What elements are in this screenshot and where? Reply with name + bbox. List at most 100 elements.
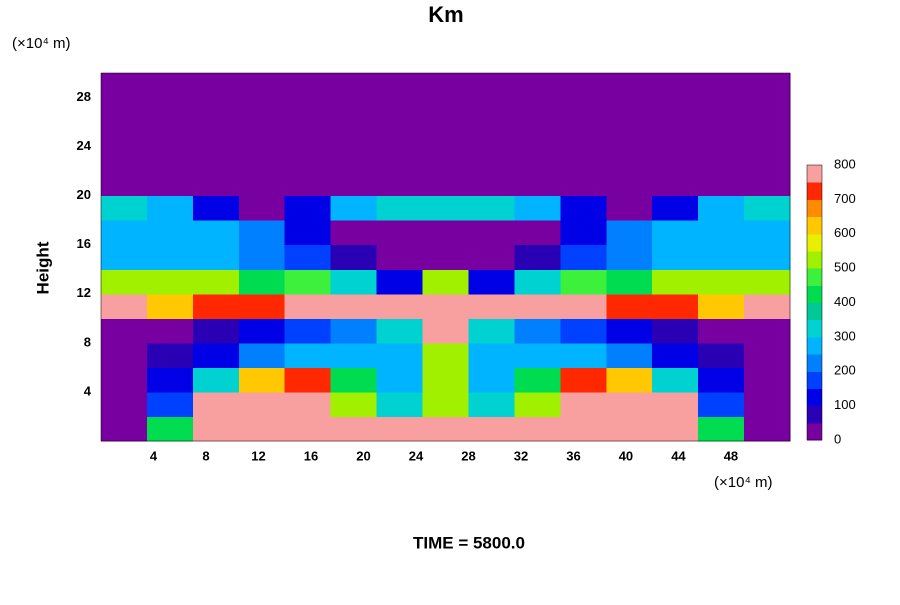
field-cell (422, 244, 469, 270)
field-cell (284, 97, 332, 123)
colorbar-band (807, 165, 822, 183)
field-cell (652, 416, 699, 442)
field-cell (284, 416, 332, 442)
field-cell (376, 293, 424, 319)
field-cell (330, 146, 378, 172)
field-cell (422, 146, 469, 172)
field-cell (376, 171, 424, 197)
field-cell (698, 195, 745, 221)
field-cell (468, 367, 515, 393)
field-cell (101, 220, 148, 246)
field-cell (560, 97, 607, 123)
field-cell (101, 244, 148, 270)
field-cell (238, 416, 286, 442)
field-cell (330, 367, 378, 393)
colorbar-band (807, 233, 822, 252)
field-cell (468, 171, 515, 197)
field-cell (652, 171, 699, 197)
field-cell (606, 293, 653, 319)
y-unit: (×10⁴ m) (12, 35, 71, 52)
colorbar-band (807, 319, 822, 338)
field-cell (560, 342, 607, 368)
colorbar-band (807, 422, 822, 441)
colorbar-tick-label: 0 (834, 431, 841, 446)
field-cell (560, 367, 607, 393)
field-cell (192, 342, 240, 368)
colorbar-tick-label: 300 (834, 328, 856, 343)
field-cell (698, 171, 745, 197)
field-cell (560, 195, 607, 221)
field-cell (146, 244, 194, 270)
colorbar-band (807, 250, 822, 269)
field-cell (514, 416, 561, 442)
field-cell (146, 220, 194, 246)
field-cell (192, 318, 240, 344)
field-cell (606, 391, 653, 417)
x-tick-label: 16 (304, 448, 318, 463)
field-cell (284, 391, 332, 417)
field-cell (422, 195, 469, 221)
field-cell (376, 391, 424, 417)
field-cell (514, 342, 561, 368)
field-cell (376, 342, 424, 368)
field-cell (744, 416, 791, 442)
field-cell (284, 220, 332, 246)
field-cell (192, 244, 240, 270)
field-cell (744, 146, 791, 172)
field-cell (101, 122, 148, 148)
field-cell (606, 367, 653, 393)
field-cell (376, 269, 424, 295)
field-cell (330, 269, 378, 295)
field-cell (192, 146, 240, 172)
field-cell (514, 146, 561, 172)
field-cell (606, 171, 653, 197)
field-cell (422, 416, 469, 442)
y-axis-label: Height (33, 241, 52, 294)
field-cell (238, 146, 286, 172)
field-cell (652, 391, 699, 417)
field-cell (468, 146, 515, 172)
field-cell (284, 269, 332, 295)
colorbar-band (807, 216, 822, 235)
field-cell (330, 73, 378, 99)
colorbar-tick-label: 400 (834, 294, 856, 309)
field-cell (744, 318, 791, 344)
x-tick-label: 8 (202, 448, 209, 463)
field-cell (744, 269, 791, 295)
field-cell (698, 269, 745, 295)
field-cell (514, 73, 561, 99)
field-cell (422, 318, 469, 344)
field-cell (468, 342, 515, 368)
field-cell (652, 122, 699, 148)
field-cell (238, 342, 286, 368)
field-cell (698, 244, 745, 270)
field-cell (422, 293, 469, 319)
y-tick-label: 20 (77, 187, 91, 202)
field-cell (376, 244, 424, 270)
field-cell (238, 391, 286, 417)
field-cell (606, 269, 653, 295)
x-tick-label: 36 (566, 448, 580, 463)
field-cell (422, 220, 469, 246)
field-cell (192, 269, 240, 295)
colorbar-frame (806, 164, 823, 441)
field (101, 73, 791, 442)
field-cell (606, 122, 653, 148)
field-cell (101, 269, 148, 295)
field-cell (514, 318, 561, 344)
field-cell (744, 220, 791, 246)
field-cell (101, 73, 148, 99)
field-cell (744, 391, 791, 417)
field-cell (146, 416, 194, 442)
x-tick-label: 48 (724, 448, 738, 463)
field-cell (560, 220, 607, 246)
colorbar-tick-label: 600 (834, 225, 856, 240)
field-cell (698, 146, 745, 172)
field-cell (744, 342, 791, 368)
field-cell (606, 146, 653, 172)
field-cell (652, 73, 699, 99)
field-cell (238, 293, 286, 319)
field-cell (422, 391, 469, 417)
field-cell (284, 244, 332, 270)
